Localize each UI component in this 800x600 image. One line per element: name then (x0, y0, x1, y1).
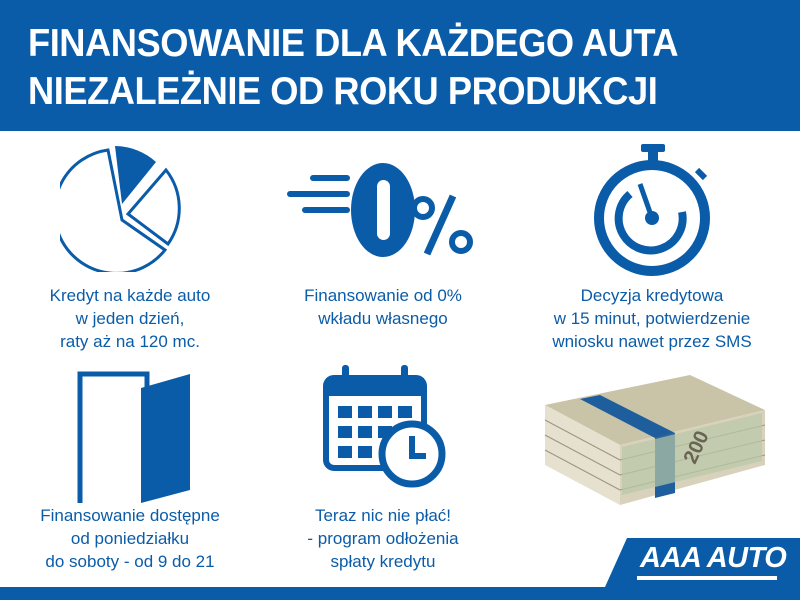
caption-line: Finansowanie dostępne (40, 506, 220, 525)
caption-line: wkładu własnego (318, 309, 448, 328)
logo-underline (637, 576, 777, 580)
caption-line: Kredyt na każde auto (49, 286, 211, 305)
feature-caption-deferral: Teraz nic nie płać! - program odłożenia … (253, 504, 513, 573)
feature-caption-hours: Finansowanie dostępne od poniedziałku do… (0, 504, 260, 573)
caption-line: w jeden dzień, (75, 309, 185, 328)
caption-line: Decyzja kredytowa (580, 286, 724, 305)
feature-caption-credit: Kredyt na każde auto w jeden dzień, raty… (0, 284, 260, 353)
stopwatch-icon (594, 144, 710, 276)
caption-line: wniosku nawet przez SMS (552, 332, 752, 351)
caption-line: - program odłożenia (307, 529, 459, 548)
feature-caption-zero-percent: Finansowanie od 0% wkładu własnego (253, 284, 513, 330)
title-line-2: NIEZALEŻNIE OD ROKU PRODUKCJI (28, 70, 658, 113)
calendar-clock-icon (323, 365, 446, 488)
caption-line: do soboty - od 9 do 21 (45, 552, 215, 571)
caption-line: w 15 minut, potwierdzenie (553, 309, 751, 328)
zero-percent-icon (287, 163, 473, 257)
aaa-auto-logo: AAA AUTO (640, 542, 787, 574)
header-banner: FINANSOWANIE DLA KAŻDEGO AUTA NIEZALEŻNI… (0, 0, 800, 131)
banknotes-icon: 200 (544, 375, 766, 505)
caption-line: od poniedziałku (70, 529, 190, 548)
title-line-1: FINANSOWANIE DLA KAŻDEGO AUTA (28, 22, 679, 65)
pie-chart-icon (60, 146, 181, 272)
caption-line: Teraz nic nie płać! (314, 506, 452, 525)
feature-caption-decision: Decyzja kredytowa w 15 minut, potwierdze… (522, 284, 782, 353)
caption-line: raty aż na 120 mc. (60, 332, 200, 351)
open-door-icon (77, 371, 190, 503)
caption-line: Finansowanie od 0% (304, 286, 462, 305)
caption-line: spłaty kredytu (330, 552, 436, 571)
